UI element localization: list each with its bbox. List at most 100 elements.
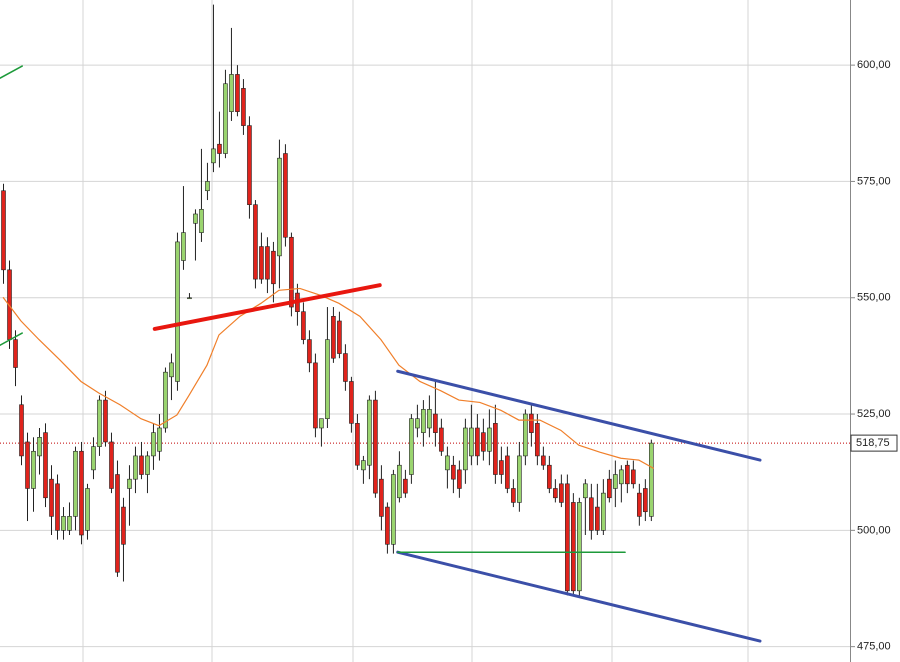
trend-line xyxy=(152,283,382,331)
candle-body xyxy=(553,488,558,499)
candle-body xyxy=(241,88,246,126)
candle xyxy=(577,497,582,596)
candle xyxy=(373,390,378,498)
candle xyxy=(535,414,540,466)
candle xyxy=(283,144,288,247)
candle xyxy=(259,232,264,284)
candle xyxy=(469,404,474,466)
candle xyxy=(619,465,624,503)
candle xyxy=(601,479,606,535)
candle-body xyxy=(337,320,342,354)
candle-body xyxy=(601,492,606,531)
candle xyxy=(379,465,384,531)
candle xyxy=(505,446,510,494)
candle-body xyxy=(175,241,180,382)
candle xyxy=(49,465,54,535)
candle-body xyxy=(517,455,522,503)
candle-body xyxy=(319,418,324,429)
candle xyxy=(139,441,144,480)
candle-body xyxy=(199,209,204,233)
candle xyxy=(277,139,282,289)
candle xyxy=(355,414,360,470)
candle xyxy=(223,69,228,159)
y-tick-label: 475,00 xyxy=(857,641,891,653)
trend-line xyxy=(396,369,762,462)
candle xyxy=(121,497,126,582)
candle-body xyxy=(265,246,270,280)
candle-body xyxy=(643,488,648,513)
candle-body xyxy=(133,455,138,480)
candle xyxy=(97,395,102,456)
candle xyxy=(85,483,90,540)
candle-body xyxy=(307,339,312,364)
candle-body xyxy=(103,399,108,443)
last-price-box xyxy=(850,434,898,452)
candle-body xyxy=(91,446,96,471)
candle xyxy=(31,437,36,512)
candle xyxy=(595,483,600,535)
candle-body xyxy=(139,455,144,475)
candle-body xyxy=(463,427,468,471)
candle xyxy=(511,479,516,508)
candle-body xyxy=(487,427,492,452)
candle xyxy=(205,162,210,201)
candle-body xyxy=(625,464,630,485)
candle-body xyxy=(613,474,618,489)
candle xyxy=(55,474,60,540)
candle-body xyxy=(43,432,48,499)
candle xyxy=(187,293,192,300)
candle xyxy=(517,441,522,512)
candle-body xyxy=(169,362,174,378)
candle xyxy=(403,469,408,498)
last-price-label: 518,75 xyxy=(856,437,890,449)
candle-body xyxy=(559,483,564,503)
candle xyxy=(25,432,30,522)
candle xyxy=(19,395,24,466)
candle-body xyxy=(223,83,228,154)
candle xyxy=(409,414,414,484)
candle xyxy=(499,446,504,484)
candle-body xyxy=(187,297,192,300)
candle-body xyxy=(385,506,390,545)
candle-body xyxy=(565,483,570,592)
candle-body xyxy=(313,362,318,429)
candle xyxy=(253,200,258,289)
candle-body xyxy=(367,399,372,466)
candle-body xyxy=(529,413,534,433)
candle xyxy=(625,460,630,494)
candle-body xyxy=(31,450,36,489)
y-tick-label: 600,00 xyxy=(857,59,891,71)
candle-body xyxy=(61,516,66,531)
candle-body xyxy=(259,246,264,280)
candle xyxy=(367,395,372,480)
candle xyxy=(529,404,534,447)
candle-body xyxy=(157,427,162,452)
candle xyxy=(109,432,114,494)
candle-body xyxy=(457,469,462,489)
candle-body xyxy=(649,442,654,517)
candle xyxy=(211,4,216,173)
candle xyxy=(151,423,156,470)
candle-body xyxy=(79,450,84,536)
candle-body xyxy=(13,339,18,368)
candle-body xyxy=(253,204,258,280)
candle-body xyxy=(439,427,444,452)
candle xyxy=(361,455,366,484)
candle xyxy=(91,437,96,480)
candle-body xyxy=(445,455,450,471)
candle xyxy=(229,27,234,121)
candle-body xyxy=(325,339,330,419)
candle xyxy=(1,183,6,284)
candle xyxy=(541,446,546,470)
candle-body xyxy=(49,478,54,517)
candle-body xyxy=(19,404,24,457)
candle-body xyxy=(205,181,210,192)
candle-body xyxy=(619,469,624,485)
candle xyxy=(385,502,390,554)
candle xyxy=(307,330,312,373)
candle-body xyxy=(127,478,132,489)
candle-body xyxy=(67,516,72,531)
candle-body xyxy=(145,455,150,475)
candle-body xyxy=(121,506,126,545)
